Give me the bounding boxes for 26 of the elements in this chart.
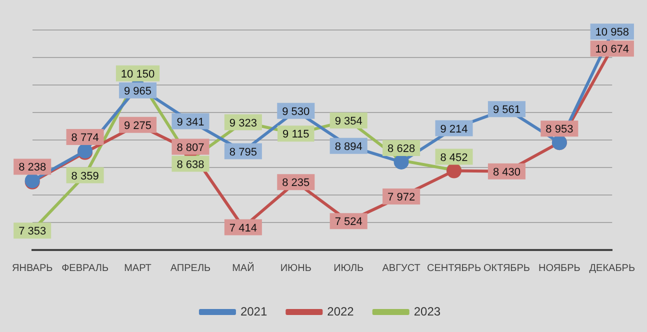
data-label: 8 638 [176, 158, 204, 171]
data-label: 8 238 [18, 162, 46, 174]
data-label: 10 958 [595, 26, 629, 39]
legend-label: 2021 [240, 304, 268, 318]
x-tick-label: МАЙ [232, 260, 254, 274]
data-label: 10 674 [595, 44, 629, 56]
x-tick-label: ЯНВАРЬ [12, 262, 54, 274]
data-label: 10 150 [120, 68, 155, 80]
x-tick-label: АВГУСТ [382, 262, 420, 274]
data-label: 8 953 [546, 124, 574, 136]
data-label: 8 452 [440, 152, 468, 164]
legend-label: 2023 [414, 304, 441, 318]
data-label: 9 965 [124, 85, 152, 98]
x-tick-label: МАРТ [124, 262, 152, 274]
x-tick-label: ФЕВРАЛЬ [62, 262, 109, 274]
data-label: 8 774 [71, 132, 99, 144]
x-tick-label: АПРЕЛЬ [170, 262, 212, 274]
x-tick-label: СЕНТЯБРЬ [426, 262, 482, 274]
data-label: 8 807 [176, 142, 204, 154]
x-tick-label: ОКТЯБРЬ [483, 262, 530, 274]
x-tick-label: ИЮЛЬ [334, 262, 364, 274]
x-tick-label: ДЕКАБРЬ [589, 262, 636, 274]
legend-label: 2022 [327, 304, 354, 318]
x-tick-label: НОЯБРЬ [538, 262, 581, 274]
data-label: 8 628 [388, 143, 416, 156]
x-tick-label: ИЮНЬ [280, 262, 312, 274]
